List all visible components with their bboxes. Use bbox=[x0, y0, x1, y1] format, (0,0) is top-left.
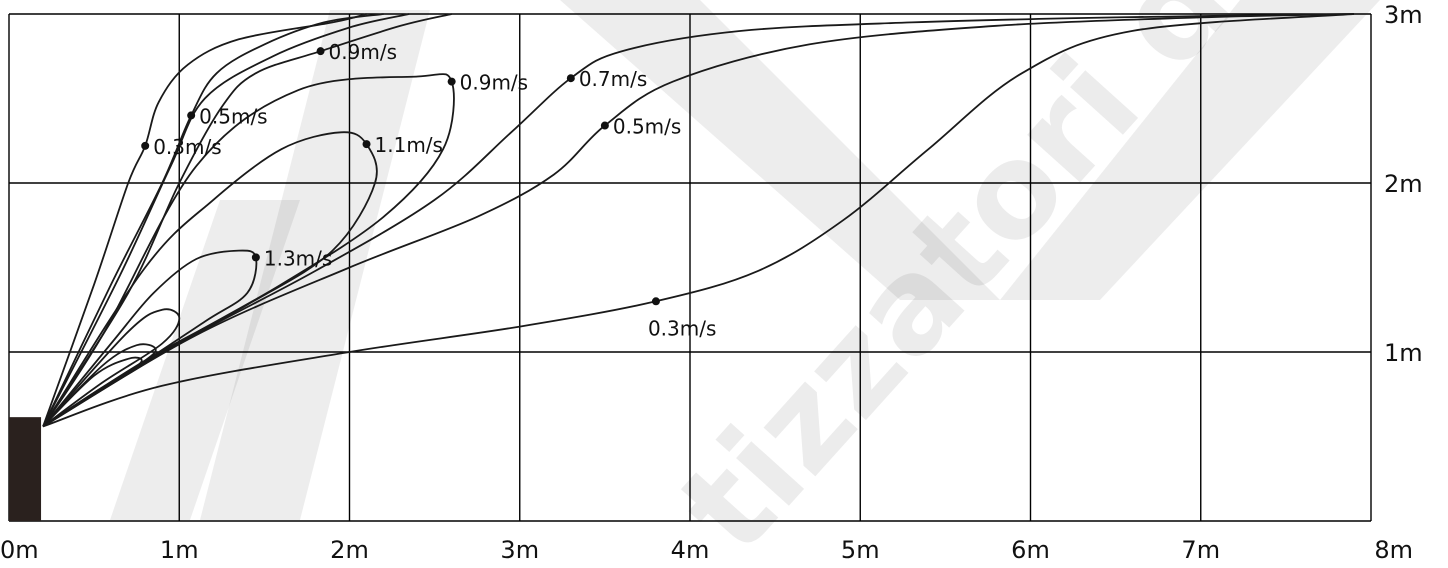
label-dot-3 bbox=[251, 253, 260, 262]
x-tick-1: 1m bbox=[160, 536, 199, 564]
velocity-curve-8 bbox=[42, 13, 1355, 428]
label-dot-6 bbox=[566, 74, 575, 83]
x-tick-3: 3m bbox=[500, 536, 539, 564]
velocity-label-4: 1.1m/s bbox=[375, 133, 443, 157]
x-tick-2: 2m bbox=[330, 536, 369, 564]
label-dot-10 bbox=[187, 111, 196, 120]
velocity-curve-11 bbox=[42, 13, 452, 427]
y-tick-3: 3m bbox=[1384, 1, 1423, 29]
x-tick-8: 8m bbox=[1374, 536, 1413, 564]
velocity-curve-6 bbox=[42, 13, 1355, 428]
label-dot-9 bbox=[141, 141, 150, 150]
velocity-label-7: 0.5m/s bbox=[613, 115, 681, 139]
air-diffuser-source bbox=[9, 417, 42, 521]
y-tick-1: 1m bbox=[1384, 339, 1423, 367]
label-dot-5 bbox=[447, 77, 456, 86]
velocity-label-10: 0.5m/s bbox=[199, 104, 267, 128]
label-dot-4 bbox=[362, 140, 371, 149]
velocity-curve-12 bbox=[42, 13, 410, 427]
velocity-label-9: 0.3m/s bbox=[153, 135, 221, 159]
y-tick-2: 2m bbox=[1384, 170, 1423, 198]
velocity-curve-2 bbox=[42, 308, 181, 428]
velocity-label-5: 0.9m/s bbox=[460, 71, 528, 95]
grid bbox=[8, 13, 1372, 522]
velocity-curve-9 bbox=[42, 13, 367, 427]
x-tick-4: 4m bbox=[671, 536, 710, 564]
label-dot-8 bbox=[651, 297, 660, 306]
x-tick-5: 5m bbox=[841, 536, 880, 564]
velocity-curve-7 bbox=[42, 13, 1355, 428]
velocity-label-3: 1.3m/s bbox=[264, 246, 332, 270]
velocity-label-8: 0.3m/s bbox=[648, 316, 716, 340]
label-dot-7 bbox=[600, 121, 609, 130]
axis-ticks: 0m 1m 2m 3m 4m 5m 6m 7m 8m 1m 2m 3m bbox=[0, 1, 1423, 564]
x-tick-6: 6m bbox=[1011, 536, 1050, 564]
velocity-label-11: 0.9m/s bbox=[329, 40, 397, 64]
x-tick-7: 7m bbox=[1181, 536, 1220, 564]
label-dot-11 bbox=[316, 47, 325, 56]
x-tick-0: 0m bbox=[0, 536, 39, 564]
label-markers bbox=[141, 47, 660, 306]
velocity-labels: 1.3m/s 1.1m/s 0.9m/s 0.7m/s 0.5m/s 0.3m/s 0.3m… bbox=[153, 40, 716, 340]
velocity-label-6: 0.7m/s bbox=[579, 67, 647, 91]
